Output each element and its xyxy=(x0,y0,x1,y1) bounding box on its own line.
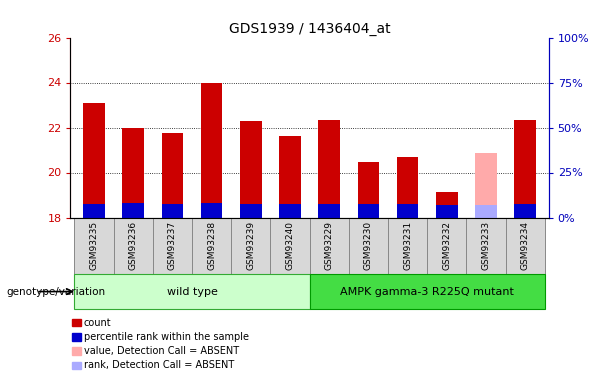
Bar xyxy=(475,153,497,218)
Text: GSM93231: GSM93231 xyxy=(403,221,412,270)
Text: GSM93240: GSM93240 xyxy=(286,221,294,270)
Bar xyxy=(123,203,144,217)
Bar xyxy=(240,204,262,218)
Bar xyxy=(279,136,301,218)
Bar xyxy=(318,204,340,218)
Bar xyxy=(270,217,310,274)
Bar xyxy=(310,274,545,309)
Bar xyxy=(514,120,536,218)
Text: percentile rank within the sample: percentile rank within the sample xyxy=(84,332,249,342)
Bar xyxy=(74,274,310,309)
Bar xyxy=(388,217,427,274)
Bar xyxy=(466,217,506,274)
Bar xyxy=(83,103,105,218)
Bar xyxy=(162,133,183,218)
Bar xyxy=(397,204,418,218)
Text: GSM93238: GSM93238 xyxy=(207,221,216,270)
Text: AMPK gamma-3 R225Q mutant: AMPK gamma-3 R225Q mutant xyxy=(340,286,514,297)
Bar xyxy=(436,192,457,217)
Bar xyxy=(162,204,183,218)
Bar xyxy=(310,217,349,274)
Text: GSM93237: GSM93237 xyxy=(168,221,177,270)
Bar xyxy=(475,205,497,218)
Text: GSM93230: GSM93230 xyxy=(364,221,373,270)
Text: GSM93229: GSM93229 xyxy=(325,221,333,270)
Text: GSM93233: GSM93233 xyxy=(481,221,490,270)
Text: GSM93235: GSM93235 xyxy=(89,221,99,270)
Bar xyxy=(240,121,262,218)
Bar xyxy=(192,217,231,274)
Bar xyxy=(357,204,379,218)
Bar xyxy=(201,203,223,217)
Bar xyxy=(279,204,301,218)
Text: wild type: wild type xyxy=(167,286,218,297)
Bar xyxy=(397,157,418,218)
Bar xyxy=(113,217,153,274)
Text: GSM93239: GSM93239 xyxy=(246,221,255,270)
Bar xyxy=(349,217,388,274)
Bar xyxy=(357,162,379,218)
Bar xyxy=(514,204,536,218)
Text: GSM93234: GSM93234 xyxy=(520,221,530,270)
Text: count: count xyxy=(84,318,112,327)
Bar xyxy=(83,204,105,218)
Bar xyxy=(123,128,144,218)
Text: rank, Detection Call = ABSENT: rank, Detection Call = ABSENT xyxy=(84,360,234,370)
Text: value, Detection Call = ABSENT: value, Detection Call = ABSENT xyxy=(84,346,239,356)
Bar xyxy=(201,82,223,218)
Text: GSM93232: GSM93232 xyxy=(442,221,451,270)
Bar xyxy=(427,217,466,274)
Bar xyxy=(318,120,340,218)
Bar xyxy=(436,205,457,218)
Bar xyxy=(153,217,192,274)
Title: GDS1939 / 1436404_at: GDS1939 / 1436404_at xyxy=(229,22,390,36)
Bar xyxy=(74,217,113,274)
Bar xyxy=(231,217,270,274)
Bar xyxy=(506,217,545,274)
Text: genotype/variation: genotype/variation xyxy=(6,286,105,297)
Text: GSM93236: GSM93236 xyxy=(129,221,138,270)
